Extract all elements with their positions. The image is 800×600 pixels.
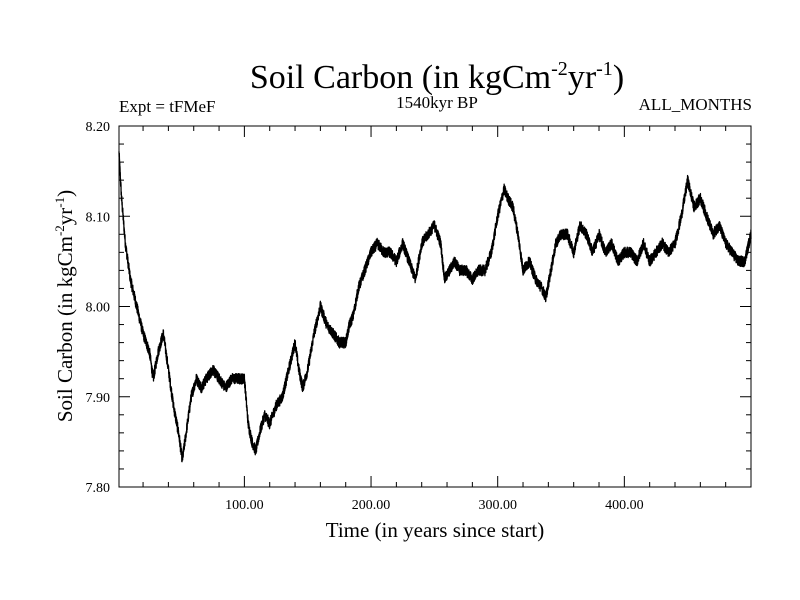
y-axis-label-main: Soil Carbon (in kgCm [53, 236, 77, 422]
chart-title-sup1: -2 [551, 58, 568, 80]
axis-tick-labels: 7.80 7.90 8.00 8.10 8.20 100.00 200.00 300.00 40… [86, 120, 644, 513]
x-tick-label: 200.00 [352, 498, 391, 513]
axis-ticks [119, 125, 751, 488]
y-tick-label: 8.00 [86, 301, 111, 316]
series-line-soil-carbon [118, 151, 752, 463]
period-label: 1540kyr BP [396, 93, 478, 112]
chart-title-end: ) [613, 59, 624, 96]
x-tick-label: 300.00 [478, 498, 517, 513]
x-tick-label: 100.00 [225, 498, 264, 513]
y-tick-label: 7.90 [86, 391, 111, 406]
months-label: ALL_MONTHS [639, 95, 752, 114]
chart-title-mid: yr [568, 59, 597, 96]
chart-title-main: Soil Carbon (in kgCm [250, 59, 551, 96]
plot-frame [118, 125, 752, 488]
y-axis-label-mid: yr [53, 208, 77, 226]
y-axis-label-sup2: -1 [52, 197, 67, 208]
y-axis-label-sup1: -2 [52, 225, 67, 236]
x-tick-label: 400.00 [605, 498, 644, 513]
expt-label: Expt = tFMeF [119, 97, 216, 116]
y-tick-label: 8.10 [86, 210, 111, 225]
x-axis-label: Time (in years since start) [326, 518, 545, 542]
y-tick-label: 8.20 [86, 120, 111, 135]
y-axis-label: Soil Carbon (in kgCm-2yr-1) [52, 190, 77, 422]
series-layer [118, 151, 752, 463]
y-axis-label-end: ) [53, 190, 77, 197]
chart-title: Soil Carbon (in kgCm-2yr-1) [250, 58, 624, 96]
chart-title-sup2: -1 [596, 58, 613, 80]
y-tick-label: 7.80 [86, 481, 111, 496]
